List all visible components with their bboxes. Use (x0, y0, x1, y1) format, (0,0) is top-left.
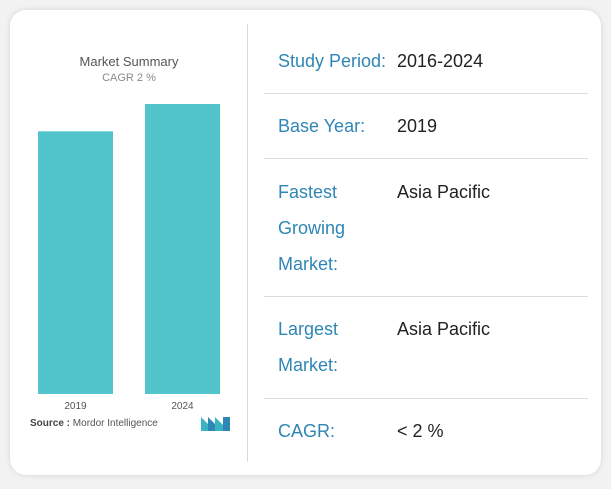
vertical-divider (247, 24, 248, 462)
x-tick-label: 2019 (64, 401, 87, 412)
row-divider (264, 296, 588, 297)
base-year-value: 2019 (397, 116, 438, 136)
bar-2019 (38, 131, 113, 394)
chart-subtitle: CAGR 2 % (102, 72, 156, 84)
study-period-value: 2016-2024 (397, 51, 484, 71)
source-label: Source : (30, 418, 71, 429)
row-divider (264, 158, 588, 159)
largest-market-label: Largest Market: (278, 319, 339, 375)
fastest-growing-market-value: Asia Pacific (397, 182, 491, 202)
base-year-label: Base Year: (278, 116, 366, 136)
cagr-value: < 2 % (397, 421, 444, 441)
bar-2024 (145, 104, 220, 394)
x-tick-label: 2024 (171, 401, 194, 412)
row-divider (264, 398, 588, 399)
cagr-label: CAGR: (278, 421, 336, 441)
fastest-growing-market-label: Fastest Growing Market: (278, 182, 346, 274)
largest-market-value: Asia Pacific (397, 319, 491, 339)
source-credit: Source : Mordor Intelligence (30, 418, 158, 429)
source-name: Mordor Intelligence (72, 418, 158, 429)
study-period-label: Study Period: (278, 51, 387, 71)
chart-title: Market Summary (79, 54, 179, 69)
row-divider (264, 93, 588, 94)
mordor-intelligence-logo-icon (201, 417, 230, 431)
